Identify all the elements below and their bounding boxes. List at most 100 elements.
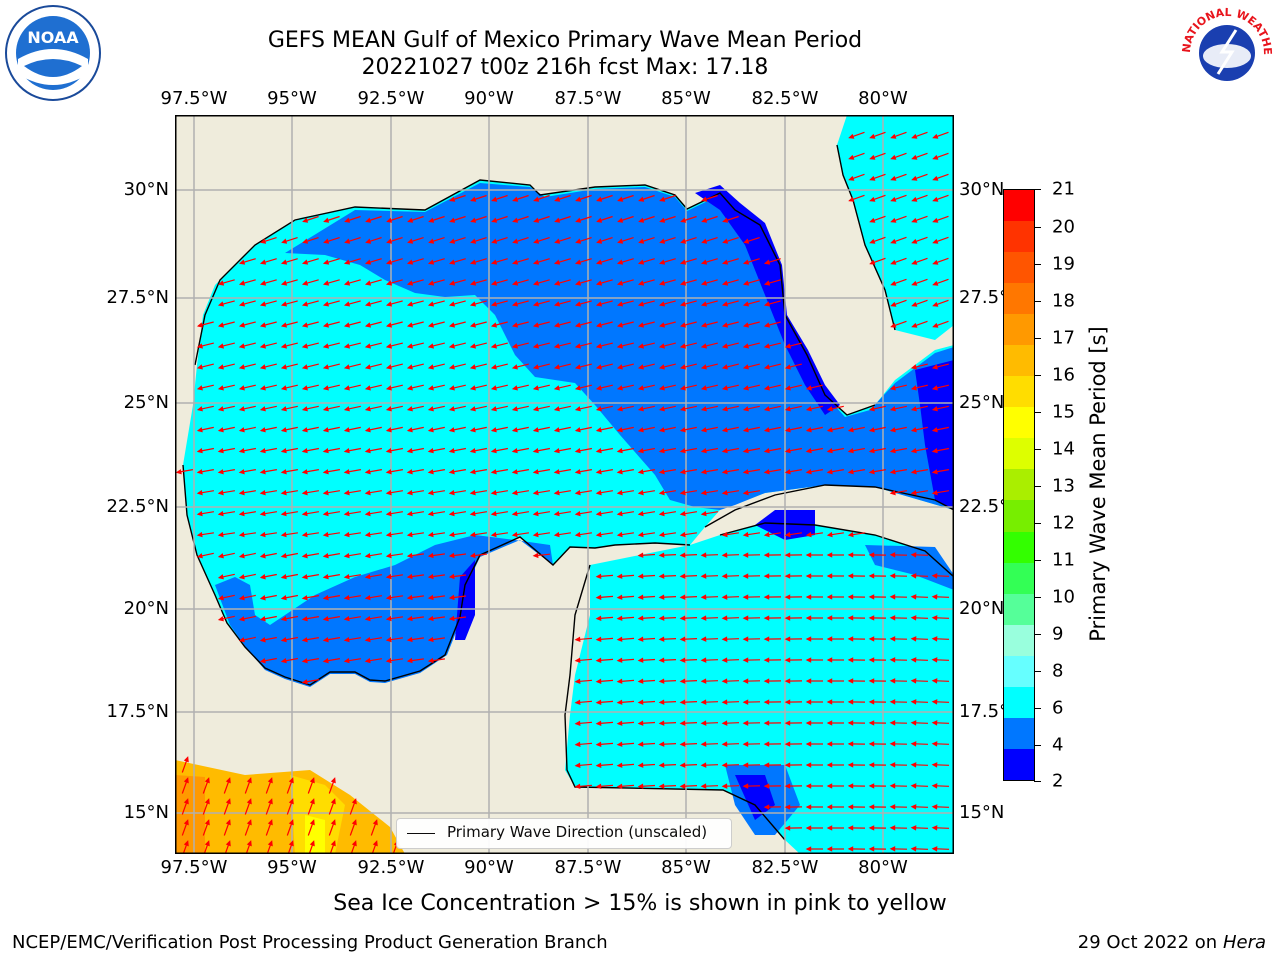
lon-tick-bottom: 92.5°W xyxy=(357,857,425,878)
wave-arrow-head xyxy=(448,364,455,370)
chart-title: GEFS MEAN Gulf of Mexico Primary Wave Me… xyxy=(267,28,863,53)
wave-arrow-head xyxy=(868,699,875,705)
wave-arrow-head xyxy=(679,678,686,684)
wave-arrow-head xyxy=(721,259,729,265)
wave-arrow-head xyxy=(301,531,308,538)
wave-arrow-head xyxy=(679,636,686,642)
wave-arrow-head xyxy=(364,259,372,265)
wave-arrow-head xyxy=(847,531,854,538)
wave-arrow-head xyxy=(616,469,623,475)
wave-arrow-head xyxy=(700,657,707,663)
wave-arrow-head xyxy=(932,280,939,286)
wave-arrow-head xyxy=(364,301,372,307)
wave-arrow-head xyxy=(490,259,498,265)
wave-arrow-head xyxy=(931,448,938,454)
wave-arrow-head xyxy=(616,699,623,705)
wave-arrow-head xyxy=(553,280,561,286)
wave-arrow-head xyxy=(700,510,707,517)
wave-arrow-head xyxy=(617,217,624,223)
wave-arrow-head xyxy=(448,385,455,391)
wave-arrow-head xyxy=(679,364,686,370)
wave-arrow-head xyxy=(784,364,791,370)
pacific-swell-peak xyxy=(290,775,345,854)
wave-arrow-head xyxy=(932,238,939,244)
wave-arrow-head xyxy=(322,489,329,496)
wave-arrow-head xyxy=(407,217,414,223)
colorbar-segment xyxy=(1004,190,1034,222)
wave-arrow-head xyxy=(343,531,350,538)
wave-arrow-head xyxy=(574,301,582,307)
wave-arrow-head xyxy=(889,489,896,496)
wave-arrow-head xyxy=(595,343,603,349)
wave-arrow-head xyxy=(637,259,645,265)
colorbar-segment xyxy=(1004,531,1034,563)
wave-arrow-head xyxy=(658,678,665,684)
wave-arrow-head xyxy=(406,573,413,580)
wave-arrow-head xyxy=(364,573,371,580)
wave-arrow-head xyxy=(910,489,917,496)
wave-arrow-head xyxy=(826,531,833,538)
wave-arrow-head xyxy=(301,322,309,328)
wave-arrow-head xyxy=(596,238,603,244)
wave-arrow-head xyxy=(204,840,210,847)
wave-arrow-head xyxy=(183,756,189,763)
wave-arrow-head xyxy=(721,531,728,538)
wave-arrow-head xyxy=(616,364,623,370)
wave-arrow-head xyxy=(217,406,224,412)
wave-arrow-head xyxy=(701,217,708,223)
wave-arrow-head xyxy=(763,741,770,747)
wave-arrow-head xyxy=(742,427,749,433)
wave-arrow-head xyxy=(469,280,477,286)
atlantic-water xyxy=(837,115,954,340)
wave-arrow-head xyxy=(512,238,519,244)
wave-arrow-head xyxy=(784,385,791,391)
wave-arrow-head xyxy=(637,699,644,705)
wave-arrow-head xyxy=(595,657,602,664)
wave-arrow-head xyxy=(330,840,336,847)
wave-arrow-head xyxy=(637,636,644,642)
wave-arrow-head xyxy=(637,427,644,433)
colorbar-tick-label: 14 xyxy=(1052,438,1075,460)
wave-arrow-head xyxy=(553,343,561,349)
wave-arrow-head xyxy=(826,741,833,747)
wave-arrow-head xyxy=(616,427,623,433)
wave-arrow-head xyxy=(204,777,210,784)
wave-arrow-head xyxy=(385,657,392,664)
wave-arrow-head xyxy=(309,840,315,847)
wave-arrow-head xyxy=(910,448,917,454)
lon-tick-top: 82.5°W xyxy=(751,88,819,109)
wave-arrow-head xyxy=(616,259,624,265)
wave-arrow-head xyxy=(343,573,350,580)
lon-tick-bottom: 85°W xyxy=(661,857,711,878)
wave-arrow-head xyxy=(763,406,770,412)
wave-arrow-head xyxy=(784,594,791,600)
wave-arrow-head xyxy=(448,427,455,433)
wave-arrow-head xyxy=(225,840,231,847)
wave-arrow-head xyxy=(351,798,357,805)
wave-arrow-head xyxy=(217,616,224,622)
colorbar-tick-mark xyxy=(1034,338,1041,339)
wave-arrow-head xyxy=(574,448,581,454)
wave-arrow-head xyxy=(490,322,498,328)
wave-arrow-head xyxy=(322,448,329,454)
wave-arrow-head xyxy=(385,427,392,433)
wave-arrow-head xyxy=(868,783,875,789)
wave-arrow-head xyxy=(742,259,750,265)
wave-arrow-head xyxy=(406,448,413,454)
wave-arrow-head xyxy=(427,657,434,664)
wave-arrow-head xyxy=(427,573,434,580)
wave-arrow-head xyxy=(679,322,687,328)
wave-arrow-head xyxy=(406,343,414,349)
wave-arrow-head xyxy=(889,406,896,412)
wave-arrow-head xyxy=(553,531,560,538)
wave-arrow-head xyxy=(301,553,308,559)
wave-arrow-head xyxy=(343,301,351,307)
wave-arrow-head xyxy=(847,448,854,454)
wave-arrow-head xyxy=(343,594,350,601)
wave-arrow-head xyxy=(889,636,896,642)
wave-arrow-head xyxy=(826,594,833,600)
wave-arrow-head xyxy=(385,469,392,475)
wave-arrow-head xyxy=(763,804,770,810)
wave-arrow-head xyxy=(805,469,812,475)
coastlines xyxy=(182,144,954,841)
